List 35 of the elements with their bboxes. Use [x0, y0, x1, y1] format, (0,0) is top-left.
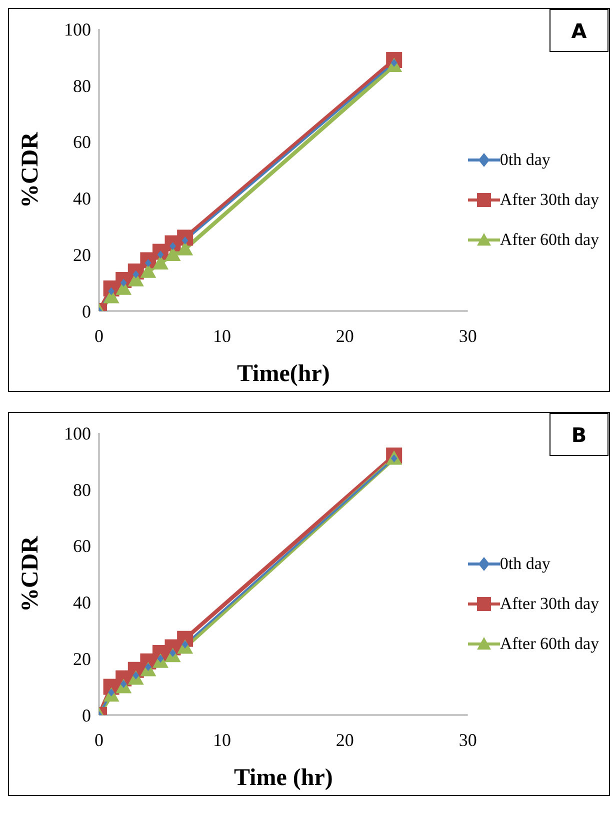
y-tick-label: 40 [73, 592, 91, 613]
x-tick-label: 20 [336, 326, 354, 346]
y-tick-label: 80 [73, 76, 91, 96]
legend-label: 0th day [500, 150, 550, 170]
y-tick-label: 40 [73, 188, 91, 209]
x-tick-label: 10 [212, 730, 231, 750]
y-tick-label: 0 [82, 705, 91, 726]
point [164, 246, 181, 261]
y-axis-title: %CDR [18, 535, 44, 612]
x-tick-label: 30 [458, 730, 477, 750]
legend-label: After 30th day [500, 594, 599, 614]
legend-label: After 30th day [500, 190, 599, 210]
x-tick-label: 10 [212, 326, 231, 346]
x-tick-label: 0 [94, 730, 104, 750]
y-tick-label: 20 [73, 244, 91, 265]
y-tick-label: 20 [73, 648, 91, 669]
x-tick-label: 30 [458, 326, 477, 346]
y-tick-label: 60 [73, 536, 91, 556]
y-tick-label: 100 [64, 19, 91, 40]
point [152, 255, 168, 270]
x-tick-label: 20 [336, 730, 354, 750]
x-tick-label: 0 [94, 326, 104, 346]
legend-label: After 60th day [500, 230, 599, 250]
text: B [571, 423, 587, 447]
y-tick-label: 0 [82, 301, 91, 322]
y-tick-label: 100 [64, 423, 91, 444]
x-axis-title: Time (hr) [234, 765, 333, 791]
y-tick-label: 80 [73, 480, 91, 500]
point [140, 264, 156, 278]
legend-label: 0th day [500, 554, 550, 574]
text: A [571, 19, 588, 43]
legend-label: After 60th day [500, 634, 599, 654]
x-axis-title: Time(hr) [236, 361, 330, 387]
y-tick-label: 60 [73, 132, 91, 152]
y-axis-title: %CDR [18, 131, 44, 208]
